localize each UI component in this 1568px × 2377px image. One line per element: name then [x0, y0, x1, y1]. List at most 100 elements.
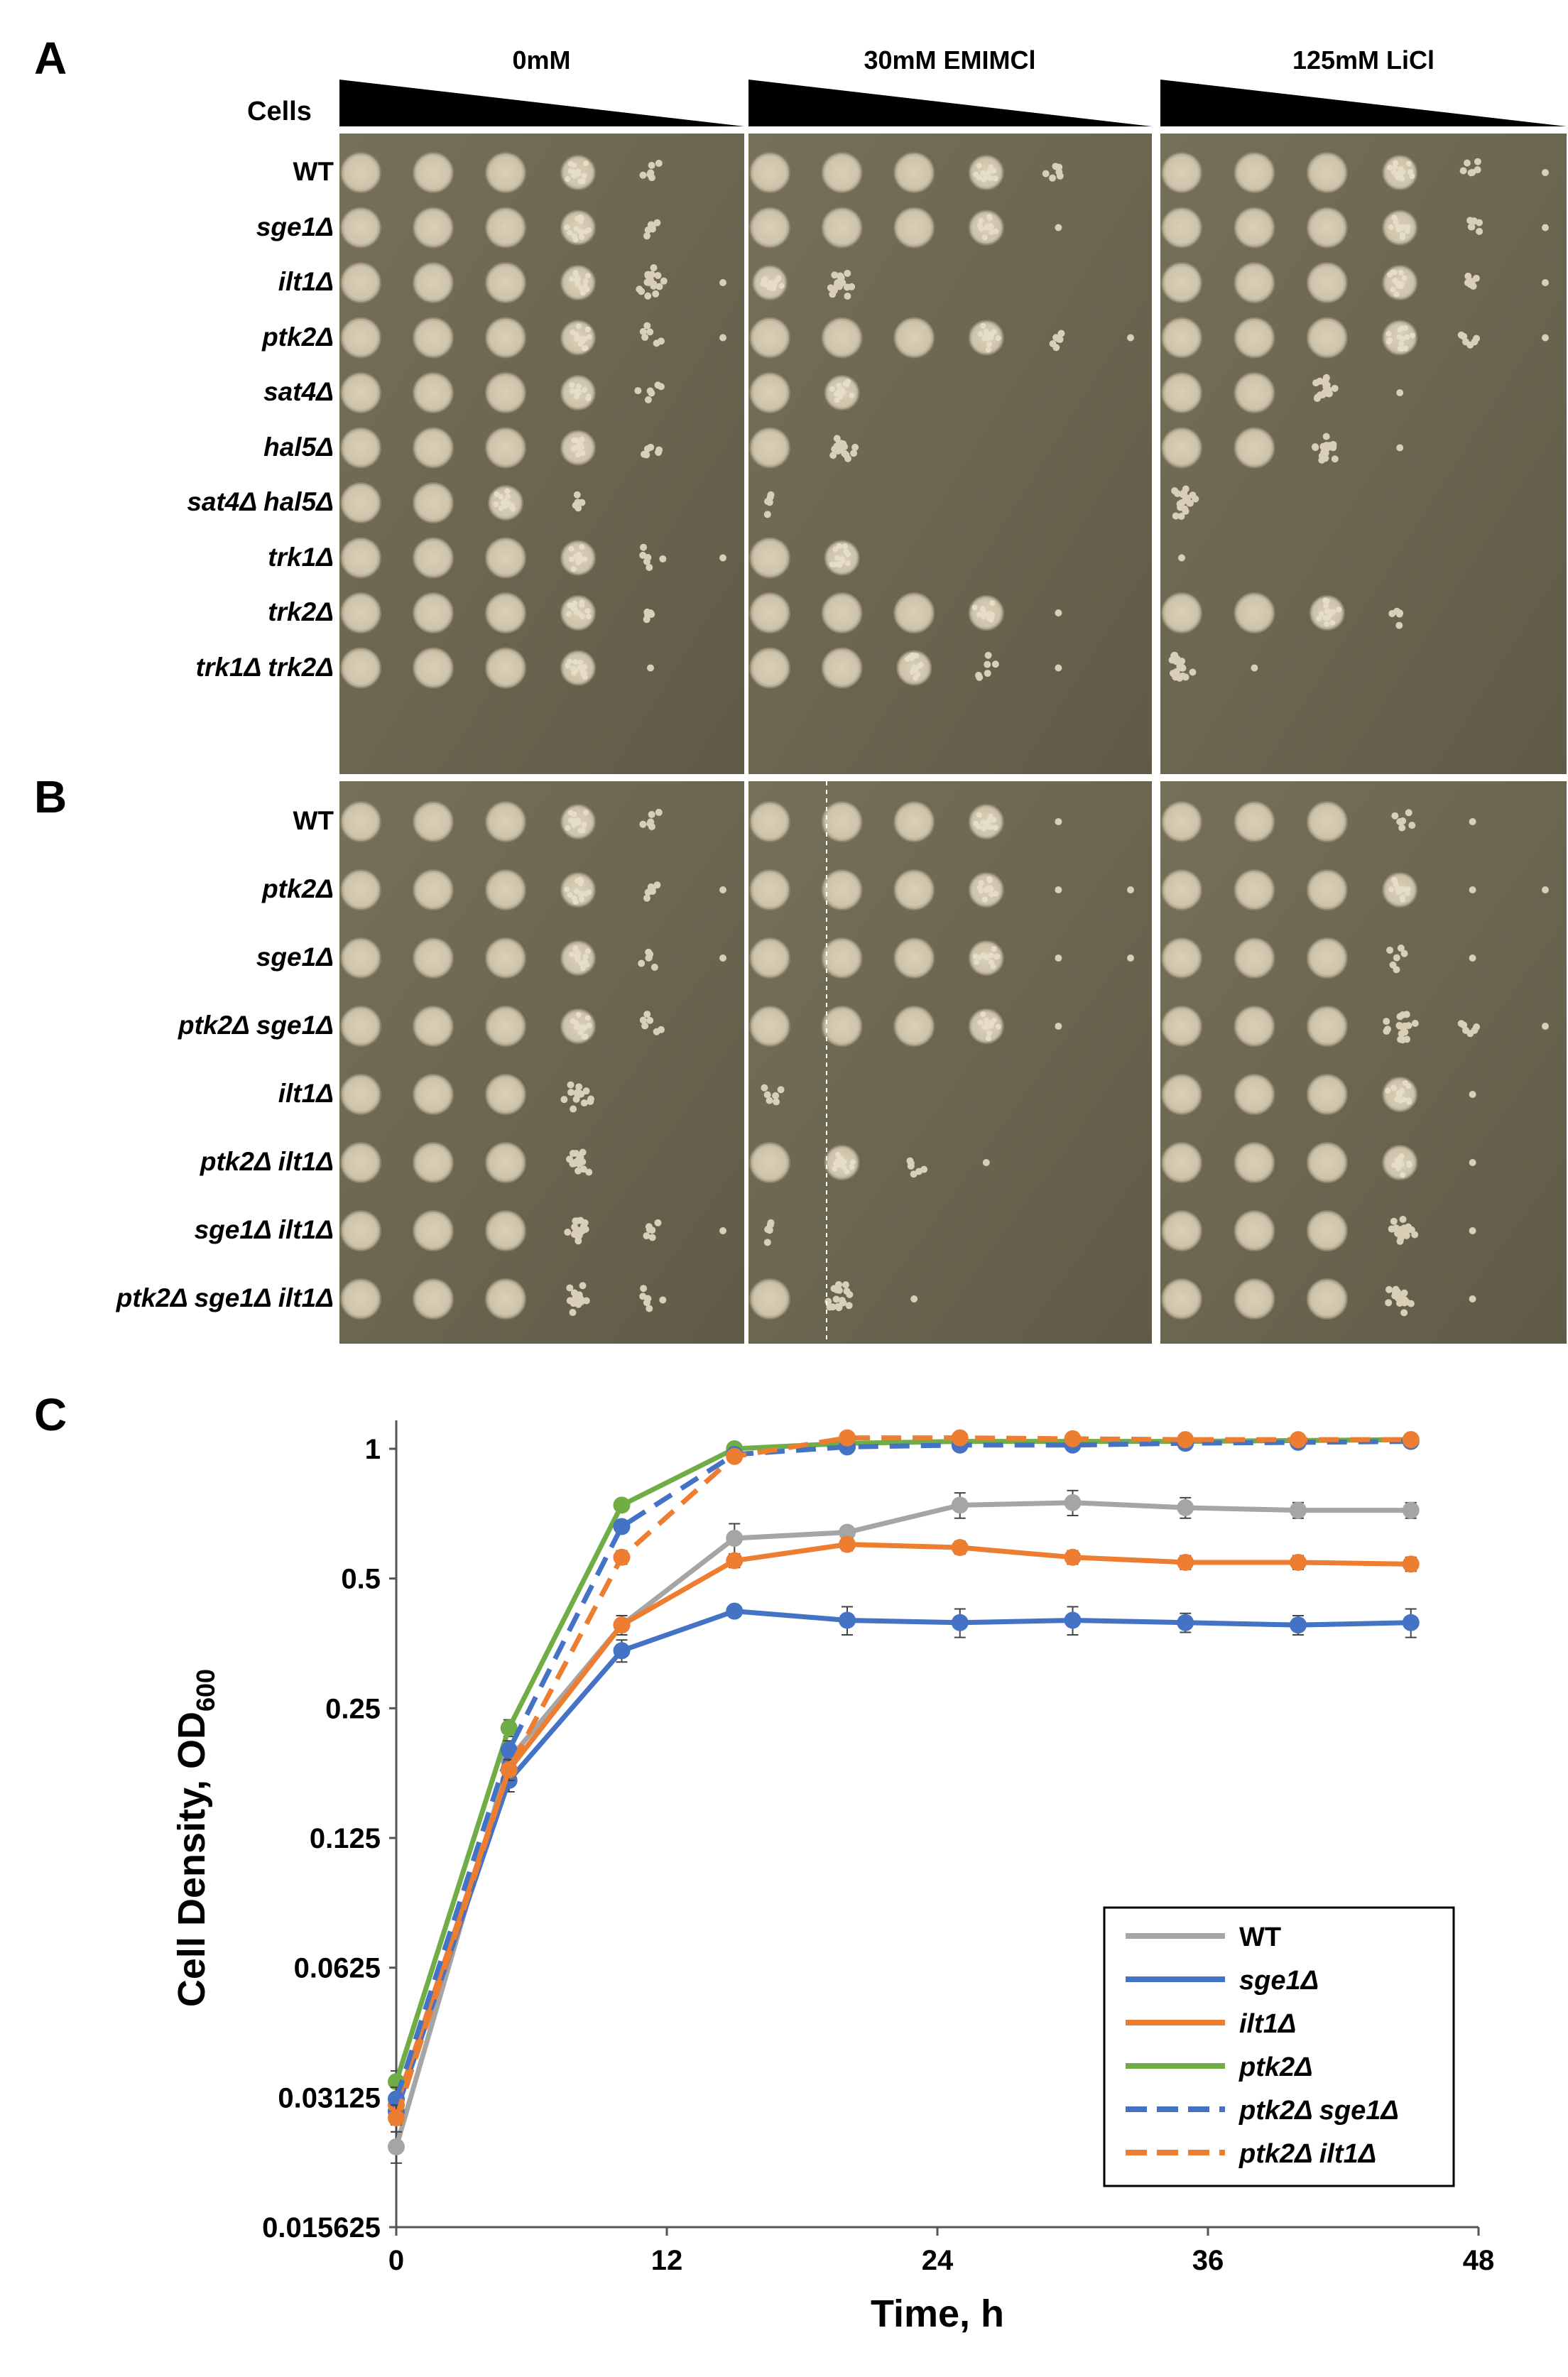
yeast-spot — [1161, 207, 1202, 249]
data-point — [951, 1496, 969, 1514]
colony — [1469, 1159, 1476, 1166]
colony — [1475, 219, 1483, 227]
colony — [577, 178, 584, 185]
colony — [582, 278, 589, 285]
colony — [765, 496, 773, 504]
data-point — [1402, 1614, 1420, 1631]
colony — [510, 506, 516, 512]
colony — [986, 886, 992, 893]
yeast-spot — [413, 152, 454, 193]
colony — [1055, 609, 1062, 616]
strain-label: trk2Δ — [268, 597, 334, 626]
yeast-spot — [1234, 1074, 1275, 1115]
colony — [1383, 1018, 1390, 1026]
colony — [648, 1226, 656, 1234]
colony — [498, 494, 504, 500]
panel-a-letter: A — [34, 33, 67, 84]
colony — [1469, 1295, 1476, 1302]
colony — [1409, 173, 1415, 180]
colony — [985, 1035, 991, 1041]
colony — [1399, 1087, 1405, 1094]
colony — [1392, 1285, 1400, 1293]
colony — [582, 1024, 588, 1030]
yeast-spot — [413, 937, 454, 979]
colony — [639, 1293, 647, 1300]
colony — [575, 1156, 582, 1164]
colony — [974, 959, 980, 965]
legend-label: WT — [1239, 1922, 1281, 1952]
colony — [646, 387, 654, 395]
colony — [582, 1087, 590, 1095]
colony — [984, 1024, 991, 1030]
colony — [1404, 228, 1410, 234]
colony — [575, 444, 582, 450]
colony — [493, 501, 499, 507]
colony — [1398, 165, 1404, 172]
data-point — [388, 2109, 405, 2127]
y-tick-label: 0.5 — [341, 1564, 381, 1595]
yeast-spot — [340, 207, 381, 249]
colony — [920, 1165, 928, 1173]
colony — [827, 284, 834, 292]
colony — [583, 810, 589, 816]
colony — [1542, 886, 1549, 893]
yeast-spot — [485, 372, 526, 413]
yeast-spot — [413, 537, 454, 579]
colony — [498, 505, 504, 511]
colony — [1399, 335, 1405, 342]
colony — [1325, 386, 1333, 394]
data-point — [839, 1429, 856, 1447]
colony — [1393, 966, 1400, 974]
colony — [977, 1019, 984, 1026]
yeast-spot — [485, 317, 526, 359]
yeast-spot — [1306, 262, 1348, 303]
agar-plate — [339, 781, 744, 1344]
colony — [577, 341, 584, 347]
colony — [583, 228, 589, 234]
colony — [980, 322, 986, 329]
colony — [570, 1018, 576, 1024]
colony — [1397, 170, 1403, 177]
colony — [1171, 487, 1179, 495]
yeast-spot — [893, 937, 935, 979]
colony — [761, 1084, 768, 1092]
strain-label: ptk2Δ ilt1Δ — [200, 1147, 334, 1176]
y-axis-label: Cell Density, OD600 — [170, 1669, 220, 2007]
colony — [993, 891, 999, 897]
yeast-spot — [1306, 1142, 1348, 1183]
colony — [973, 820, 979, 827]
colony — [579, 1148, 587, 1156]
yeast-spot — [485, 207, 526, 249]
legend-label: ilt1Δ — [1239, 2009, 1296, 2039]
colony — [907, 1162, 915, 1170]
colony — [976, 222, 983, 229]
yeast-spot — [749, 1278, 790, 1320]
colony — [643, 616, 650, 624]
colony — [1398, 341, 1405, 347]
colony — [575, 168, 581, 175]
colony — [578, 285, 584, 291]
colony — [981, 609, 987, 616]
colony — [1251, 664, 1258, 672]
colony — [1401, 1028, 1409, 1036]
colony — [505, 494, 511, 500]
colony — [570, 566, 577, 572]
colony — [1055, 664, 1062, 672]
yeast-spot — [1234, 372, 1275, 413]
colony — [1395, 888, 1402, 895]
colony — [1324, 621, 1330, 627]
yeast-spot — [1234, 1142, 1275, 1183]
data-point — [951, 1539, 969, 1557]
colony — [577, 659, 584, 665]
colony — [911, 664, 918, 670]
yeast-spot — [413, 801, 454, 842]
colony — [1178, 664, 1186, 672]
colony — [1398, 824, 1406, 832]
colony — [579, 896, 585, 903]
colony — [654, 381, 662, 389]
colony — [844, 381, 850, 388]
y-tick-label: 0.03125 — [278, 2082, 381, 2114]
data-point — [1402, 1431, 1420, 1449]
colony — [653, 1028, 660, 1035]
colony — [849, 1159, 856, 1165]
